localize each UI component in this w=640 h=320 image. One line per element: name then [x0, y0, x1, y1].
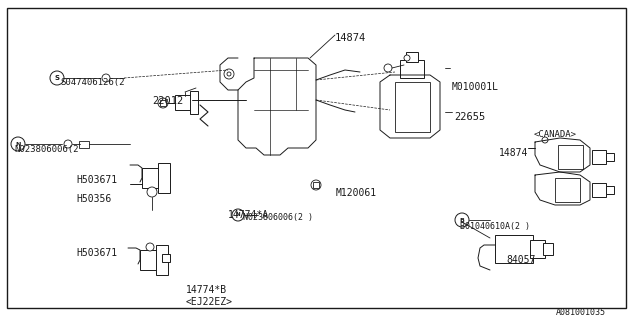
Text: B01040610A(2 ): B01040610A(2 ) [460, 222, 530, 231]
Circle shape [147, 187, 157, 197]
Bar [79, 141, 89, 148]
Text: 14774*A: 14774*A [228, 210, 269, 220]
Bar [160, 100, 166, 106]
Text: 14874: 14874 [335, 33, 366, 43]
Circle shape [232, 209, 244, 221]
Circle shape [158, 98, 168, 108]
Bar [162, 254, 170, 262]
Bar [395, 82, 430, 132]
Circle shape [404, 55, 410, 61]
Circle shape [311, 180, 321, 190]
Text: 14774*B: 14774*B [186, 285, 227, 295]
Circle shape [50, 71, 64, 85]
Text: <CANADA>: <CANADA> [534, 130, 577, 139]
Bar [140, 250, 162, 270]
Bar [606, 153, 614, 161]
Bar [555, 178, 580, 202]
Text: M120061: M120061 [336, 188, 377, 198]
Text: N023806006(2: N023806006(2 [14, 145, 79, 154]
Bar [606, 186, 614, 194]
Circle shape [102, 74, 110, 82]
Bar [495, 235, 533, 263]
Text: M010001L: M010001L [452, 82, 499, 92]
Text: 22655: 22655 [454, 112, 485, 122]
Bar [190, 91, 198, 114]
Text: A081001035: A081001035 [556, 308, 606, 317]
Circle shape [64, 140, 72, 148]
Text: 22012: 22012 [152, 96, 183, 106]
Text: 84057: 84057 [506, 255, 536, 265]
Circle shape [146, 243, 154, 251]
Bar [592, 183, 606, 197]
Bar [406, 52, 418, 62]
Bar [156, 245, 168, 275]
Circle shape [384, 64, 392, 72]
Text: <EJ22EZ>: <EJ22EZ> [186, 297, 233, 307]
Bar [543, 243, 553, 255]
Bar [592, 150, 606, 164]
Circle shape [227, 72, 231, 76]
Text: S: S [54, 75, 60, 81]
Text: N: N [15, 141, 20, 147]
Circle shape [455, 213, 469, 227]
Bar [158, 163, 170, 193]
Text: B: B [460, 218, 465, 222]
Text: N023806006(2 ): N023806006(2 ) [243, 213, 313, 222]
Text: H503671: H503671 [76, 248, 117, 258]
Bar [142, 168, 164, 188]
Text: H50356: H50356 [76, 194, 111, 204]
Text: N: N [236, 212, 240, 218]
Bar [313, 182, 319, 188]
Bar [530, 240, 545, 258]
Bar [400, 60, 424, 78]
Text: H503671: H503671 [76, 175, 117, 185]
Text: S047406126(2: S047406126(2 [60, 78, 125, 87]
Circle shape [542, 137, 548, 143]
Circle shape [11, 137, 25, 151]
Circle shape [224, 69, 234, 79]
Bar [558, 145, 583, 169]
Bar [175, 95, 197, 110]
Text: 14874: 14874 [499, 148, 529, 158]
